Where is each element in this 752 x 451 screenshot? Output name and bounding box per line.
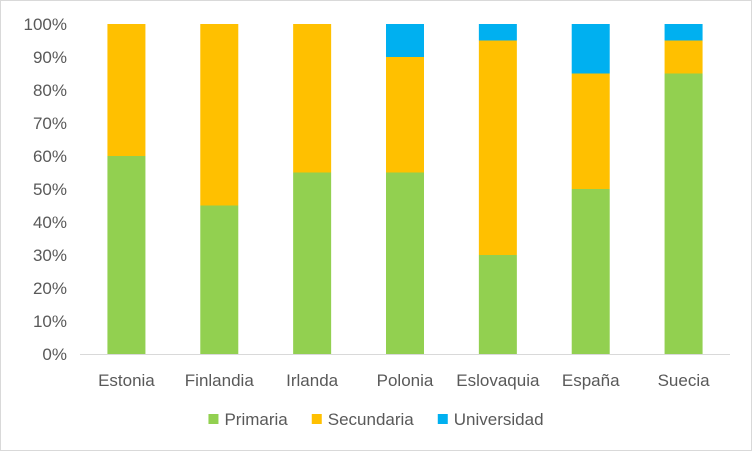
bars bbox=[107, 24, 703, 354]
legend-label: Secundaria bbox=[328, 410, 415, 429]
bar-universidad-eslovaquia bbox=[478, 24, 517, 41]
legend-swatch bbox=[208, 414, 219, 424]
legend-item-secundaria: Secundaria bbox=[311, 410, 415, 429]
bar-primaria-suecia bbox=[664, 73, 703, 354]
x-tick-label: Eslovaquia bbox=[456, 371, 540, 390]
legend-item-universidad: Universidad bbox=[437, 410, 544, 429]
bar-primaria-irlanda bbox=[293, 172, 332, 354]
bar-secundaria-finlandia bbox=[200, 24, 239, 206]
y-tick-label: 100% bbox=[24, 15, 67, 34]
y-tick-label: 40% bbox=[33, 213, 67, 232]
legend-swatch bbox=[311, 414, 322, 424]
bar-primaria-polonia bbox=[386, 172, 424, 354]
x-tick-label: Finlandia bbox=[185, 371, 255, 390]
x-tick-label: Suecia bbox=[658, 371, 711, 390]
bar-secundaria-eslovaquia bbox=[478, 40, 517, 255]
y-tick-label: 90% bbox=[33, 48, 67, 67]
y-tick-label: 10% bbox=[33, 312, 67, 331]
x-tick-label: Polonia bbox=[377, 371, 434, 390]
y-tick-label: 50% bbox=[33, 180, 67, 199]
bar-secundaria-estonia bbox=[107, 24, 146, 156]
y-tick-label: 0% bbox=[42, 345, 67, 364]
bar-primaria-eslovaquia bbox=[478, 255, 517, 354]
legend-swatch bbox=[437, 414, 448, 424]
bar-secundaria-irlanda bbox=[293, 24, 332, 173]
bar-secundaria-suecia bbox=[664, 40, 703, 74]
x-tick-label: Estonia bbox=[98, 371, 155, 390]
x-tick-label: España bbox=[562, 371, 620, 390]
legend-item-primaria: Primaria bbox=[208, 410, 288, 429]
y-tick-label: 20% bbox=[33, 279, 67, 298]
legend-label: Primaria bbox=[224, 410, 288, 429]
bar-primaria-finlandia bbox=[200, 205, 239, 354]
bar-universidad-polonia bbox=[386, 24, 424, 57]
legend: Primaria Secundaria Universidad bbox=[208, 410, 544, 429]
bar-primaria-españa bbox=[571, 189, 610, 354]
bar-primaria-estonia bbox=[107, 156, 146, 354]
bar-universidad-españa bbox=[571, 24, 610, 74]
y-axis-ticks: 0% 10% 20% 30% 40% 50% 60% 70% 80% 90% 100% bbox=[24, 15, 67, 364]
y-tick-label: 60% bbox=[33, 147, 67, 166]
bar-secundaria-polonia bbox=[386, 57, 424, 173]
bar-secundaria-españa bbox=[571, 73, 610, 189]
y-tick-label: 80% bbox=[33, 81, 67, 100]
y-tick-label: 70% bbox=[33, 114, 67, 133]
bar-universidad-suecia bbox=[664, 24, 703, 41]
y-tick-label: 30% bbox=[33, 246, 67, 265]
legend-label: Universidad bbox=[454, 410, 544, 429]
x-axis-labels: Estonia Finlandia Irlanda Polonia Eslovaquia… bbox=[98, 371, 710, 390]
x-tick-label: Irlanda bbox=[286, 371, 339, 390]
